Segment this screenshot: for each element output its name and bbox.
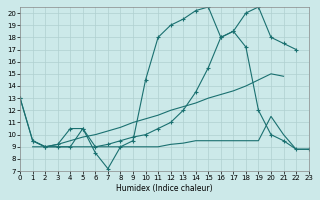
- X-axis label: Humidex (Indice chaleur): Humidex (Indice chaleur): [116, 184, 213, 193]
